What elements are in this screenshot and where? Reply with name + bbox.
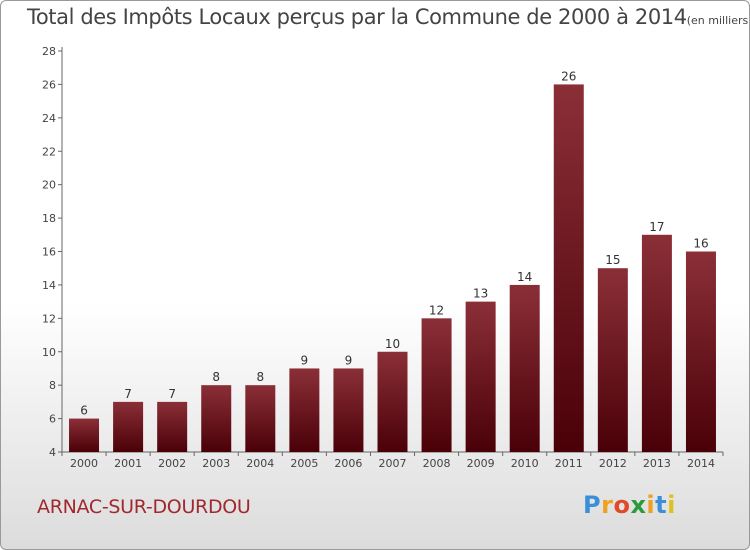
bar-2007 xyxy=(377,351,408,452)
logo-letter: x xyxy=(630,491,647,519)
logo-letter: i xyxy=(667,491,676,519)
y-tick-label: 22 xyxy=(42,145,56,158)
x-tick-label: 2000 xyxy=(70,457,98,470)
bar-2001 xyxy=(113,401,144,452)
bar-2009 xyxy=(465,301,496,452)
y-tick-label: 8 xyxy=(49,379,56,392)
x-tick-label: 2007 xyxy=(379,457,407,470)
bar-2003 xyxy=(201,385,232,452)
bar-2014 xyxy=(685,251,716,452)
logo-letter: o xyxy=(613,491,631,519)
x-tick-label: 2003 xyxy=(202,457,230,470)
bar-2002 xyxy=(157,401,188,452)
x-tick-label: 2002 xyxy=(158,457,186,470)
bar-value-label: 17 xyxy=(649,220,664,234)
y-tick-label: 6 xyxy=(49,413,56,426)
x-tick-label: 2014 xyxy=(687,457,715,470)
y-tick-label: 10 xyxy=(42,346,56,359)
logo-letter: P xyxy=(583,491,602,519)
logo-letter: t xyxy=(655,491,668,519)
x-tick-label: 2010 xyxy=(511,457,539,470)
bar-value-label: 9 xyxy=(345,353,353,367)
bar-value-label: 16 xyxy=(693,237,708,251)
y-tick-label: 4 xyxy=(49,446,56,459)
bar-value-label: 14 xyxy=(517,270,532,284)
bar-2004 xyxy=(245,385,276,452)
bar-2008 xyxy=(421,318,452,452)
bar-value-label: 12 xyxy=(429,303,444,317)
bar-value-label: 26 xyxy=(561,69,576,83)
bar-2013 xyxy=(641,234,672,452)
y-tick-label: 16 xyxy=(42,246,56,259)
x-tick-label: 2005 xyxy=(290,457,318,470)
x-tick-label: 2013 xyxy=(643,457,671,470)
commune-name: ARNAC-SUR-DOURDOU xyxy=(37,496,251,518)
y-tick-label: 26 xyxy=(42,78,56,91)
y-tick-label: 12 xyxy=(42,312,56,325)
bar-value-label: 13 xyxy=(473,287,488,301)
bar-value-label: 10 xyxy=(385,337,400,351)
y-tick-label: 14 xyxy=(42,279,56,292)
y-tick-label: 24 xyxy=(42,112,56,125)
bar-2010 xyxy=(509,284,540,452)
x-tick-label: 2004 xyxy=(246,457,274,470)
bar-value-label: 8 xyxy=(212,370,220,384)
bar-value-label: 8 xyxy=(256,370,264,384)
bar-2005 xyxy=(289,368,320,452)
x-tick-label: 2012 xyxy=(599,457,627,470)
y-tick-label: 28 xyxy=(42,45,56,58)
logo-letter: i xyxy=(646,491,656,519)
chart-title-unit: (en milliers d'€) xyxy=(686,14,749,27)
bar-value-label: 15 xyxy=(605,253,620,267)
x-tick-label: 2009 xyxy=(467,457,495,470)
bar-2012 xyxy=(597,268,628,452)
bar-2011 xyxy=(553,84,584,453)
bar-2006 xyxy=(333,368,364,452)
y-tick-label: 18 xyxy=(42,212,56,225)
chart-title-text: Total des Impôts Locaux perçus par la Co… xyxy=(27,5,687,29)
y-tick-label: 20 xyxy=(42,179,56,192)
bar-value-label: 6 xyxy=(80,404,88,418)
x-tick-label: 2006 xyxy=(334,457,362,470)
logo-letter: r xyxy=(601,491,614,519)
x-tick-label: 2008 xyxy=(423,457,451,470)
chart-title: Total des Impôts Locaux perçus par la Co… xyxy=(27,5,749,29)
bar-2000 xyxy=(69,418,100,452)
x-tick-label: 2001 xyxy=(114,457,142,470)
proxiti-logo[interactable]: Proxiti xyxy=(583,491,676,519)
bar-value-label: 7 xyxy=(124,387,132,401)
x-tick-label: 2011 xyxy=(555,457,583,470)
bar-value-label: 7 xyxy=(168,387,176,401)
bar-value-label: 9 xyxy=(301,353,309,367)
